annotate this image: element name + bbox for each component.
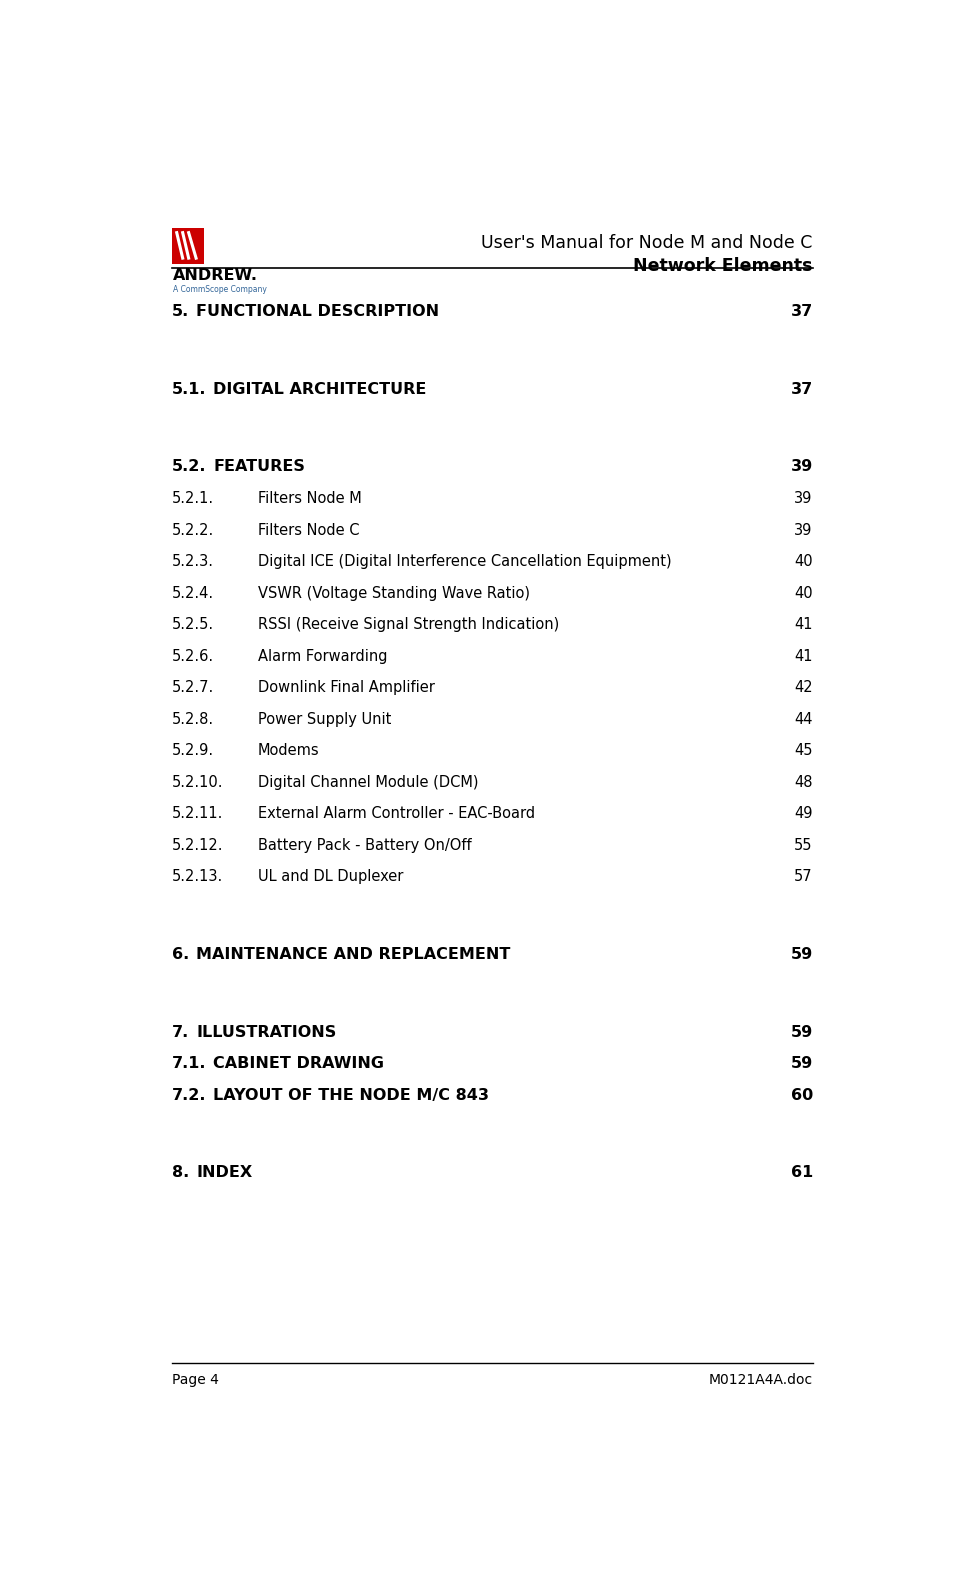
Text: FUNCTIONAL DESCRIPTION: FUNCTIONAL DESCRIPTION [196,304,439,320]
Text: 48: 48 [794,775,813,789]
Text: 41: 41 [794,649,813,663]
Text: 5.2.8.: 5.2.8. [172,712,214,726]
Text: 5.2.1.: 5.2.1. [172,491,214,506]
Text: FEATURES: FEATURES [213,460,305,474]
Text: 8.: 8. [172,1166,189,1180]
Text: Filters Node M: Filters Node M [258,491,361,506]
Text: 59: 59 [791,1057,813,1071]
Text: 57: 57 [794,869,813,884]
Text: CABINET DRAWING: CABINET DRAWING [213,1057,384,1071]
Text: External Alarm Controller - EAC-Board: External Alarm Controller - EAC-Board [258,806,535,821]
Text: LAYOUT OF THE NODE M/C 843: LAYOUT OF THE NODE M/C 843 [213,1088,489,1102]
Text: 5.2.12.: 5.2.12. [172,838,224,852]
Text: Downlink Final Amplifier: Downlink Final Amplifier [258,680,434,695]
Text: Network Elements: Network Elements [633,257,813,276]
Text: 59: 59 [791,1025,813,1040]
Text: Digital ICE (Digital Interference Cancellation Equipment): Digital ICE (Digital Interference Cancel… [258,554,672,569]
Text: 40: 40 [794,554,813,569]
Text: 37: 37 [791,304,813,320]
Text: MAINTENANCE AND REPLACEMENT: MAINTENANCE AND REPLACEMENT [196,947,510,962]
Text: 37: 37 [791,381,813,397]
Text: 5.2.: 5.2. [172,460,207,474]
Text: M0121A4A.doc: M0121A4A.doc [708,1373,813,1388]
Text: 41: 41 [794,617,813,632]
Text: 61: 61 [791,1166,813,1180]
Text: 45: 45 [794,743,813,758]
Text: 5.1.: 5.1. [172,381,207,397]
Text: ILLUSTRATIONS: ILLUSTRATIONS [196,1025,336,1040]
Text: Alarm Forwarding: Alarm Forwarding [258,649,387,663]
Text: 5.2.6.: 5.2.6. [172,649,214,663]
Text: 5.: 5. [172,304,189,320]
Text: 39: 39 [795,523,813,537]
Text: VSWR (Voltage Standing Wave Ratio): VSWR (Voltage Standing Wave Ratio) [258,586,530,600]
Text: ANDREW.: ANDREW. [173,268,258,283]
Text: 5.2.11.: 5.2.11. [172,806,224,821]
Text: 55: 55 [794,838,813,852]
Text: Battery Pack - Battery On/Off: Battery Pack - Battery On/Off [258,838,472,852]
Text: 5.2.3.: 5.2.3. [172,554,214,569]
Text: 5.2.9.: 5.2.9. [172,743,214,758]
Text: 39: 39 [791,460,813,474]
Text: Page 4: Page 4 [172,1373,219,1388]
Text: RSSI (Receive Signal Strength Indication): RSSI (Receive Signal Strength Indication… [258,617,559,632]
Text: UL and DL Duplexer: UL and DL Duplexer [258,869,404,884]
Text: 49: 49 [794,806,813,821]
Text: 5.2.10.: 5.2.10. [172,775,224,789]
Text: A CommScope Company: A CommScope Company [173,285,267,295]
Text: 5.2.2.: 5.2.2. [172,523,214,537]
Text: Modems: Modems [258,743,320,758]
Text: Digital Channel Module (DCM): Digital Channel Module (DCM) [258,775,479,789]
Text: 5.2.5.: 5.2.5. [172,617,214,632]
Text: Filters Node C: Filters Node C [258,523,359,537]
Text: INDEX: INDEX [196,1166,253,1180]
Text: 5.2.7.: 5.2.7. [172,680,214,695]
Text: 6.: 6. [172,947,189,962]
Text: 60: 60 [791,1088,813,1102]
FancyBboxPatch shape [172,228,204,265]
Text: 7.: 7. [172,1025,189,1040]
Text: DIGITAL ARCHITECTURE: DIGITAL ARCHITECTURE [213,381,427,397]
Text: 44: 44 [794,712,813,726]
Text: 7.1.: 7.1. [172,1057,207,1071]
Text: 59: 59 [791,947,813,962]
Text: 42: 42 [794,680,813,695]
Text: Power Supply Unit: Power Supply Unit [258,712,391,726]
Text: 7.2.: 7.2. [172,1088,207,1102]
Text: 39: 39 [795,491,813,506]
Text: 5.2.4.: 5.2.4. [172,586,214,600]
Text: 5.2.13.: 5.2.13. [172,869,224,884]
Text: 40: 40 [794,586,813,600]
Text: User's Manual for Node M and Node C: User's Manual for Node M and Node C [481,233,813,252]
